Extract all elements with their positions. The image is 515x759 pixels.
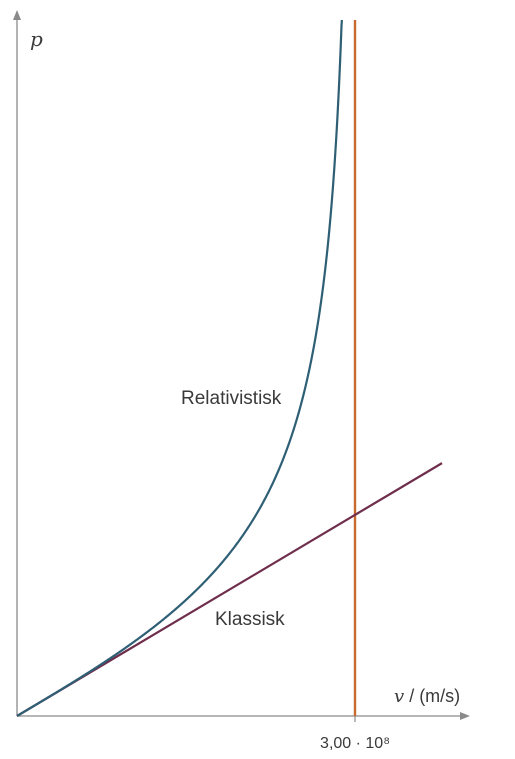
x-axis-arrow [460, 712, 470, 720]
y-axis-arrow [13, 10, 21, 20]
series-line-relativistisk [17, 20, 342, 716]
series-label-relativistisk: Relativistisk [181, 388, 282, 409]
x-axis-unit: / (m/s) [409, 686, 460, 706]
x-axis-title: v / (m/s) [394, 686, 460, 707]
x-axis-symbol: v [394, 686, 404, 707]
series-label-klassisk: Klassisk [215, 609, 285, 630]
y-axis-title: p [30, 27, 43, 51]
speed-of-light-tick-label: 3,00 · 10⁸ [320, 735, 390, 752]
